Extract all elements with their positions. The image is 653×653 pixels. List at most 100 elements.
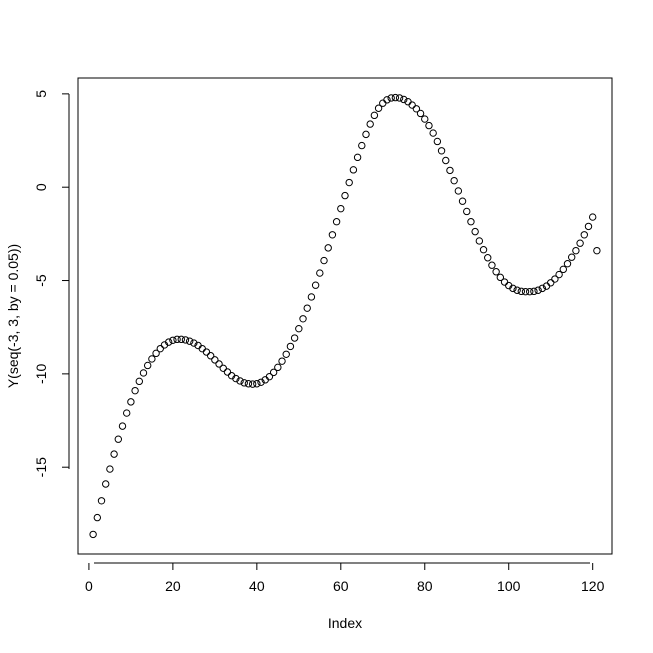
data-point <box>93 513 102 522</box>
data-point <box>593 246 601 255</box>
plot-frame <box>77 77 613 555</box>
data-point <box>274 363 282 372</box>
x-tick-label: 80 <box>417 578 433 594</box>
data-point <box>337 204 345 213</box>
data-point <box>395 94 404 102</box>
data-point <box>362 130 370 139</box>
data-point <box>383 96 391 104</box>
data-point <box>580 231 588 239</box>
data-point <box>379 99 387 107</box>
data-point <box>156 344 164 353</box>
data-point <box>547 279 555 287</box>
data-point <box>299 315 307 323</box>
data-point <box>576 239 584 247</box>
data-point <box>416 109 425 118</box>
data-point <box>127 398 135 406</box>
data-point <box>588 213 597 221</box>
data-point <box>513 286 521 294</box>
data-point <box>198 344 206 353</box>
data-point <box>492 268 500 276</box>
data-point <box>391 93 400 102</box>
x-tick-label: 60 <box>333 578 349 594</box>
x-tick-label: 40 <box>249 578 265 594</box>
data-point <box>102 480 110 488</box>
data-point <box>97 497 106 505</box>
data-point <box>173 335 181 344</box>
data-point <box>232 374 240 383</box>
x-ticks: 0 20 40 60 80 100 120 <box>85 563 605 594</box>
data-point <box>131 386 139 395</box>
data-point <box>269 368 278 377</box>
data-point <box>358 141 366 150</box>
data-point <box>290 334 299 342</box>
data-point <box>559 265 568 274</box>
data-point <box>551 275 559 283</box>
data-point <box>219 364 227 372</box>
data-point <box>202 348 211 356</box>
y-tick-label: -5 <box>33 274 49 287</box>
y-ticks: -15 -10 -5 0 5 <box>33 90 69 477</box>
data-point <box>500 278 509 286</box>
data-point <box>446 166 454 175</box>
data-point <box>437 147 446 155</box>
y-tick-label: 0 <box>33 183 49 191</box>
data-point <box>509 284 517 293</box>
data-point <box>148 355 156 363</box>
data-point <box>479 246 488 254</box>
data-point <box>425 121 433 130</box>
data-point <box>475 237 484 245</box>
data-point <box>353 153 362 162</box>
data-point <box>488 261 496 269</box>
data-point <box>345 178 353 187</box>
data-point <box>122 409 131 417</box>
data-point <box>521 288 530 296</box>
data-point <box>278 357 286 365</box>
data-point <box>454 187 463 195</box>
data-point <box>584 222 593 231</box>
data-point <box>534 286 542 294</box>
data-point <box>471 227 479 236</box>
data-point <box>240 379 248 387</box>
data-point <box>110 450 118 458</box>
data-point <box>555 270 563 279</box>
data-point <box>530 287 538 296</box>
y-tick-label: 5 <box>33 90 49 98</box>
data-point <box>311 281 320 289</box>
data-point <box>429 129 437 137</box>
x-axis-label: Index <box>328 615 362 631</box>
data-point <box>463 207 471 216</box>
data-point <box>387 94 395 102</box>
data-point <box>517 287 526 296</box>
x-tick-label: 0 <box>85 578 93 594</box>
data-point <box>526 288 534 296</box>
data-point <box>408 101 416 109</box>
data-point <box>211 356 219 364</box>
data-point <box>190 339 198 347</box>
x-tick-label: 20 <box>165 578 181 594</box>
data-point <box>332 218 341 226</box>
data-point <box>139 369 148 377</box>
data-point <box>467 218 475 226</box>
data-point <box>366 120 374 128</box>
data-point <box>265 372 274 381</box>
data-points <box>89 93 601 539</box>
data-point <box>286 342 295 351</box>
data-point <box>316 269 324 277</box>
data-point <box>248 380 257 388</box>
data-point <box>118 422 127 430</box>
x-tick-label: 120 <box>581 578 605 594</box>
data-point <box>538 284 547 293</box>
data-point <box>223 368 232 376</box>
data-point <box>152 349 160 358</box>
data-point <box>349 166 358 174</box>
data-point <box>181 336 190 344</box>
data-point <box>257 378 265 386</box>
data-point <box>143 361 152 370</box>
y-tick-label: -10 <box>33 364 49 384</box>
data-point <box>177 335 185 344</box>
x-tick-label: 100 <box>497 578 521 594</box>
data-point <box>484 254 492 262</box>
data-point <box>450 176 458 185</box>
data-point <box>169 336 177 344</box>
